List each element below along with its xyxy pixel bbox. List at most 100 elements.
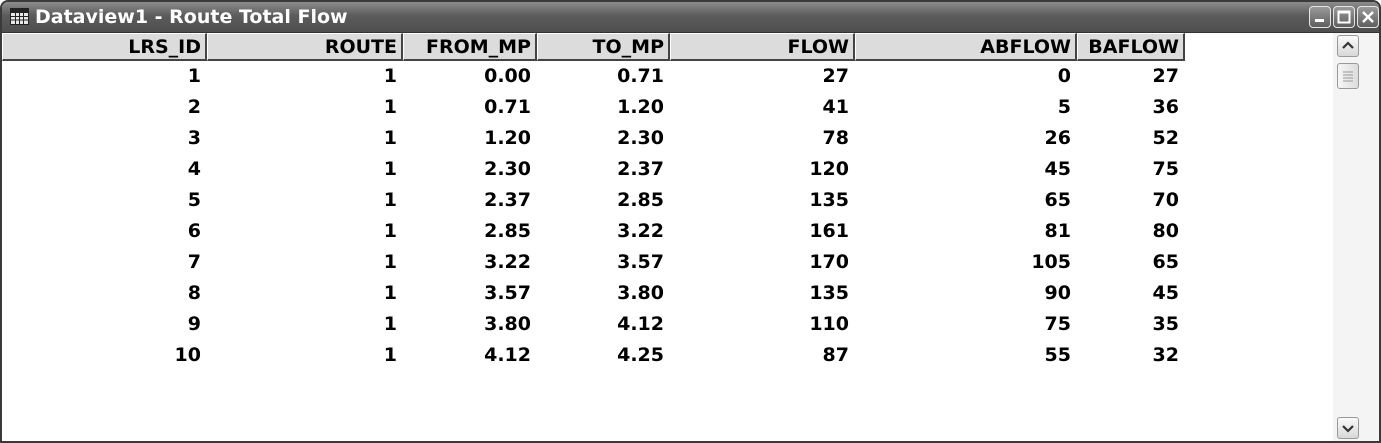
cell-flow[interactable]: 110: [809, 313, 849, 335]
table-row[interactable]: 4 1 2.30 2.37 120 45 75: [2, 154, 1202, 185]
table-row[interactable]: 8 1 3.57 3.80 135 90 45: [2, 278, 1202, 309]
cell-lrs-id[interactable]: 8: [187, 282, 201, 304]
cell-abflow[interactable]: 5: [1057, 96, 1071, 118]
cell-from-mp[interactable]: 0.71: [484, 96, 531, 118]
cell-baflow[interactable]: 75: [1152, 158, 1179, 180]
cell-lrs-id[interactable]: 4: [187, 158, 201, 180]
cell-from-mp[interactable]: 2.85: [484, 220, 531, 242]
cell-from-mp[interactable]: 0.00: [484, 65, 531, 87]
cell-to-mp[interactable]: 0.71: [617, 65, 664, 87]
close-icon: [1362, 11, 1374, 23]
grip-icon: [1343, 71, 1353, 82]
table-row[interactable]: 7 1 3.22 3.57 170 105 65: [2, 247, 1202, 278]
cell-flow[interactable]: 135: [809, 189, 849, 211]
cell-baflow[interactable]: 35: [1152, 313, 1179, 335]
cell-flow[interactable]: 87: [822, 344, 849, 366]
cell-lrs-id[interactable]: 7: [187, 251, 201, 273]
cell-to-mp[interactable]: 3.57: [617, 251, 664, 273]
chevron-up-icon: [1342, 41, 1354, 49]
scroll-up-button[interactable]: [1337, 35, 1359, 57]
table-row[interactable]: 9 1 3.80 4.12 110 75 35: [2, 309, 1202, 340]
table-row[interactable]: 3 1 1.20 2.30 78 26 52: [2, 123, 1202, 154]
cell-route[interactable]: 1: [383, 158, 397, 180]
cell-baflow[interactable]: 36: [1152, 96, 1179, 118]
cell-route[interactable]: 1: [383, 189, 397, 211]
column-header-to-mp[interactable]: TO_MP: [537, 33, 670, 61]
cell-from-mp[interactable]: 3.57: [484, 282, 531, 304]
column-header-baflow[interactable]: BAFLOW: [1077, 33, 1185, 61]
cell-route[interactable]: 1: [383, 313, 397, 335]
cell-baflow[interactable]: 32: [1152, 344, 1179, 366]
cell-lrs-id[interactable]: 3: [187, 127, 201, 149]
cell-baflow[interactable]: 45: [1152, 282, 1179, 304]
cell-lrs-id[interactable]: 2: [187, 96, 201, 118]
cell-route[interactable]: 1: [383, 220, 397, 242]
cell-abflow[interactable]: 105: [1031, 251, 1071, 273]
cell-route[interactable]: 1: [383, 251, 397, 273]
cell-abflow[interactable]: 55: [1044, 344, 1071, 366]
close-button[interactable]: [1357, 6, 1379, 28]
maximize-button[interactable]: [1333, 6, 1355, 28]
cell-from-mp[interactable]: 3.22: [484, 251, 531, 273]
cell-to-mp[interactable]: 2.30: [617, 127, 664, 149]
cell-baflow[interactable]: 65: [1152, 251, 1179, 273]
cell-lrs-id[interactable]: 6: [187, 220, 201, 242]
cell-flow[interactable]: 135: [809, 282, 849, 304]
cell-abflow[interactable]: 75: [1044, 313, 1071, 335]
vertical-scrollbar[interactable]: [1333, 33, 1379, 441]
cell-route[interactable]: 1: [383, 96, 397, 118]
cell-to-mp[interactable]: 4.25: [617, 344, 664, 366]
maximize-icon: [1337, 10, 1351, 24]
cell-route[interactable]: 1: [383, 282, 397, 304]
table-row[interactable]: 1 1 0.00 0.71 27 0 27: [2, 61, 1202, 92]
cell-to-mp[interactable]: 3.80: [617, 282, 664, 304]
cell-from-mp[interactable]: 3.80: [484, 313, 531, 335]
cell-lrs-id[interactable]: 5: [187, 189, 201, 211]
cell-baflow[interactable]: 80: [1152, 220, 1179, 242]
cell-lrs-id[interactable]: 1: [187, 65, 201, 87]
column-header-from-mp[interactable]: FROM_MP: [403, 33, 537, 61]
cell-flow[interactable]: 161: [809, 220, 849, 242]
cell-lrs-id[interactable]: 10: [174, 344, 201, 366]
cell-route[interactable]: 1: [383, 344, 397, 366]
column-header-abflow[interactable]: ABFLOW: [855, 33, 1077, 61]
cell-abflow[interactable]: 90: [1044, 282, 1071, 304]
cell-route[interactable]: 1: [383, 127, 397, 149]
cell-to-mp[interactable]: 2.85: [617, 189, 664, 211]
cell-from-mp[interactable]: 4.12: [484, 344, 531, 366]
minimize-button[interactable]: [1309, 6, 1331, 28]
cell-to-mp[interactable]: 2.37: [617, 158, 664, 180]
cell-lrs-id[interactable]: 9: [187, 313, 201, 335]
cell-from-mp[interactable]: 2.37: [484, 189, 531, 211]
cell-flow[interactable]: 170: [809, 251, 849, 273]
cell-flow[interactable]: 78: [822, 127, 849, 149]
cell-baflow[interactable]: 52: [1152, 127, 1179, 149]
table-row[interactable]: 6 1 2.85 3.22 161 81 80: [2, 216, 1202, 247]
table-icon: [10, 8, 29, 25]
column-header-lrs-id[interactable]: LRS_ID: [2, 33, 207, 61]
table-row[interactable]: 2 1 0.71 1.20 41 5 36: [2, 92, 1202, 123]
scroll-down-button[interactable]: [1337, 417, 1359, 439]
cell-from-mp[interactable]: 1.20: [484, 127, 531, 149]
cell-to-mp[interactable]: 3.22: [617, 220, 664, 242]
cell-from-mp[interactable]: 2.30: [484, 158, 531, 180]
cell-flow[interactable]: 27: [822, 65, 849, 87]
column-header-flow[interactable]: FLOW: [670, 33, 855, 61]
cell-abflow[interactable]: 45: [1044, 158, 1071, 180]
cell-to-mp[interactable]: 1.20: [617, 96, 664, 118]
scroll-thumb[interactable]: [1337, 63, 1359, 89]
cell-route[interactable]: 1: [383, 65, 397, 87]
title-bar[interactable]: Dataview1 - Route Total Flow: [2, 2, 1379, 33]
table-row[interactable]: 10 1 4.12 4.25 87 55 32: [2, 340, 1202, 371]
cell-baflow[interactable]: 70: [1152, 189, 1179, 211]
cell-flow[interactable]: 41: [822, 96, 849, 118]
cell-flow[interactable]: 120: [809, 158, 849, 180]
cell-abflow[interactable]: 0: [1057, 65, 1071, 87]
column-header-route[interactable]: ROUTE: [207, 33, 403, 61]
cell-abflow[interactable]: 26: [1044, 127, 1071, 149]
cell-to-mp[interactable]: 4.12: [617, 313, 664, 335]
cell-abflow[interactable]: 81: [1044, 220, 1071, 242]
table-row[interactable]: 5 1 2.37 2.85 135 65 70: [2, 185, 1202, 216]
cell-baflow[interactable]: 27: [1152, 65, 1179, 87]
cell-abflow[interactable]: 65: [1044, 189, 1071, 211]
